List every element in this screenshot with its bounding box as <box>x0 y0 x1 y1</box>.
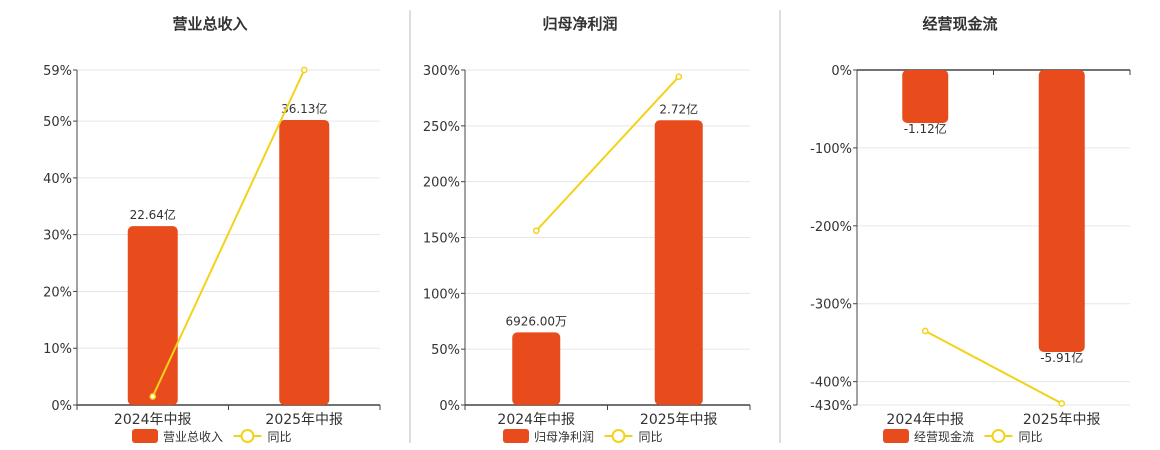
y-tick-label: -200% <box>810 220 852 235</box>
x-tick-label: 2024年中报 <box>114 412 192 428</box>
y-tick-label: 50% <box>43 115 72 130</box>
bar <box>902 70 949 123</box>
y-tick-label: 200% <box>423 176 460 191</box>
yoy-point <box>1058 400 1066 407</box>
x-tick-label: 2024年中报 <box>886 412 964 428</box>
chart-panel-1: 营业总收入 0% 10% 20% 30% 40% 50% 59% 2024年中报 2025年中报 2… <box>43 15 381 444</box>
y-tick-label: -430% <box>810 399 852 414</box>
legend-line-label: 同比 <box>639 430 663 444</box>
y-tick-label: 50% <box>431 343 460 358</box>
bar-data-label: 6926.00万 <box>505 314 567 328</box>
y-tick-label: -400% <box>810 376 852 391</box>
bar <box>654 120 703 405</box>
legend-line-marker <box>991 429 1006 443</box>
y-tick-label: 150% <box>423 232 460 247</box>
legend-line-marker <box>240 429 255 443</box>
y-tick-label: -300% <box>810 298 852 313</box>
bar-data-label: -1.12亿 <box>904 121 947 136</box>
yoy-line <box>924 330 1063 405</box>
bar <box>512 332 561 405</box>
bar <box>1038 70 1085 353</box>
legend-bar-swatch <box>883 429 909 443</box>
x-tick-label: 2025年中报 <box>1023 412 1101 428</box>
legend-bar-label: 归母净利润 <box>534 430 594 444</box>
y-tick-label: 250% <box>423 120 460 135</box>
legend-bar-label: 经营现金流 <box>914 429 974 444</box>
y-tick-label: 300% <box>423 64 460 79</box>
chart-title: 归母净利润 <box>542 15 617 33</box>
legend: 归母净利润 同比 <box>503 429 663 444</box>
yoy-line <box>151 69 306 397</box>
x-tick-label: 2025年中报 <box>265 412 343 428</box>
bar-data-label: 36.13亿 <box>281 101 327 116</box>
yoy-line <box>535 76 680 232</box>
y-tick-label: 0% <box>51 399 72 414</box>
y-tick-label: 0% <box>831 64 852 79</box>
legend: 经营现金流 同比 <box>883 429 1043 444</box>
yoy-point <box>300 66 308 74</box>
chart-panel-2: 归母净利润 0% 50% 100% 150% 200% 250% 300% 2024年中报 202… <box>423 15 751 444</box>
bar <box>127 226 178 405</box>
chart-panel-3: 经营现金流 0% -100% -200% -300% -400% -430% 2024年中报 2… <box>810 15 1131 444</box>
legend-bar-swatch <box>132 429 158 443</box>
y-tick-label: 40% <box>43 172 72 187</box>
bar-data-label: 2.72亿 <box>659 101 698 116</box>
y-tick-label: 0% <box>439 399 460 414</box>
y-tick-label: 10% <box>43 342 72 357</box>
y-tick-label: 20% <box>43 285 72 300</box>
bar <box>279 119 330 406</box>
chart-title: 经营现金流 <box>922 15 997 33</box>
legend: 营业总收入 同比 <box>132 429 292 444</box>
legend-bar-swatch <box>503 429 529 443</box>
y-tick-label: 59% <box>43 64 72 79</box>
legend-bar-label: 营业总收入 <box>163 430 223 444</box>
yoy-point <box>921 327 929 335</box>
yoy-point <box>149 393 157 400</box>
bar-data-label: 22.64亿 <box>130 207 176 222</box>
y-tick-label: 30% <box>43 229 72 244</box>
bar-data-label: -5.91亿 <box>1040 350 1083 365</box>
yoy-point <box>675 73 683 81</box>
y-tick-label: 100% <box>423 287 460 302</box>
x-tick-label: 2025年中报 <box>640 412 718 428</box>
legend-line-marker <box>611 429 626 443</box>
x-tick-label: 2024年中报 <box>497 412 575 428</box>
chart-title: 营业总收入 <box>172 15 247 33</box>
legend-line-label: 同比 <box>1019 430 1043 444</box>
y-tick-label: -100% <box>810 142 852 157</box>
yoy-point <box>532 227 540 235</box>
legend-line-label: 同比 <box>268 430 292 444</box>
